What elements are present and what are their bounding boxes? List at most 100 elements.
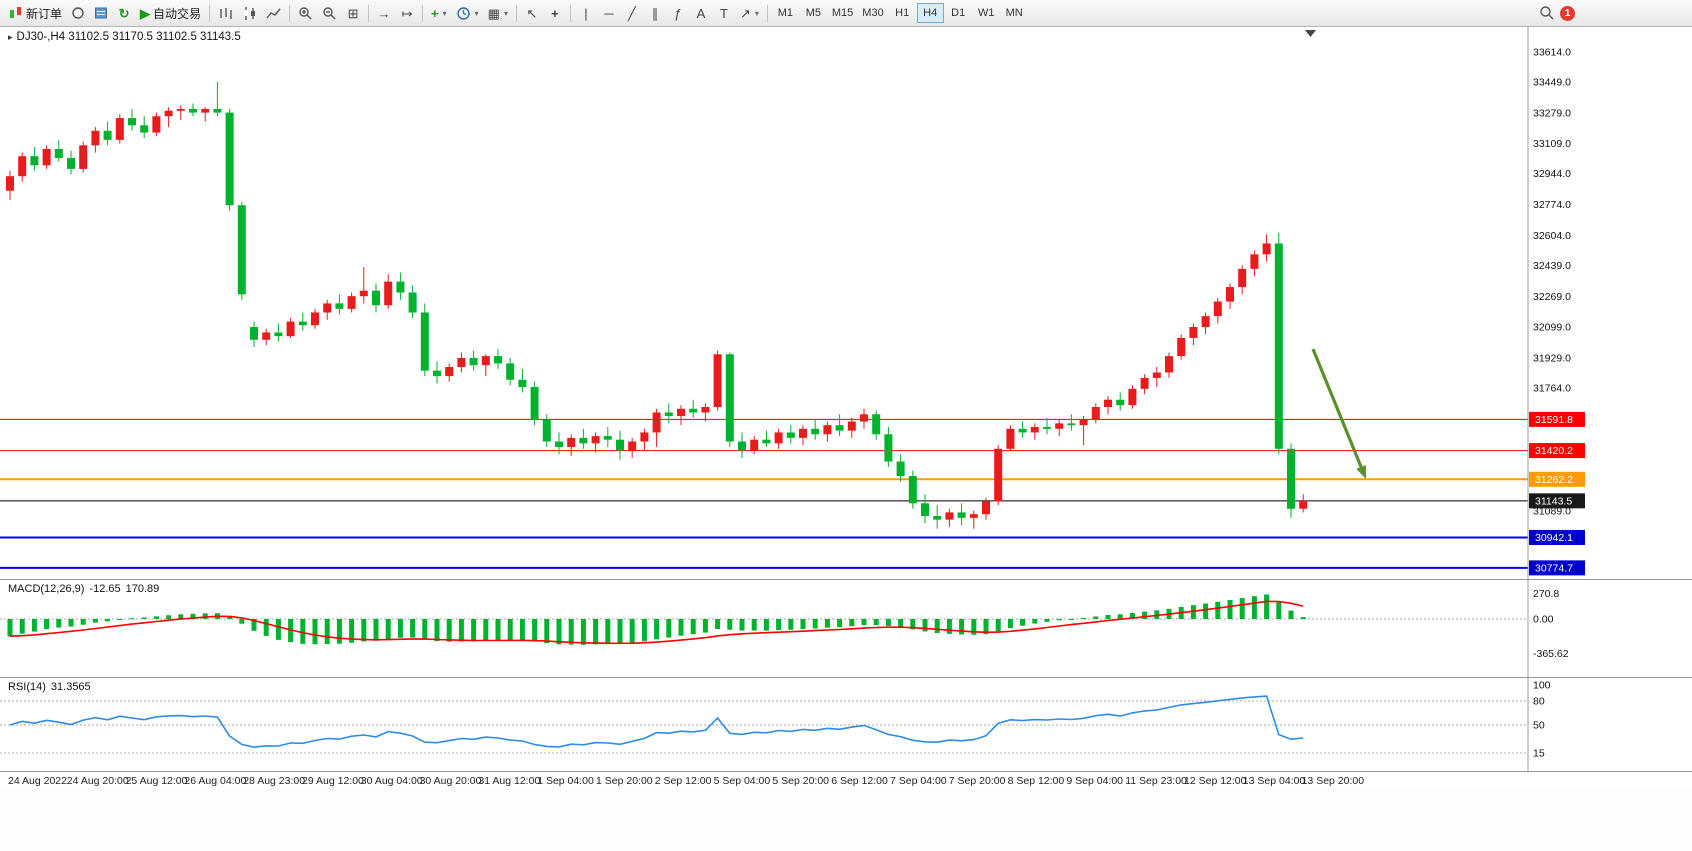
svg-text:33279.0: 33279.0 <box>1533 107 1571 119</box>
time-axis-label: 7 Sep 04:00 <box>890 775 947 787</box>
line-chart-button[interactable] <box>262 2 285 24</box>
cursor-icon: ↖ <box>526 5 538 21</box>
one-click-trading-toggle[interactable]: ▸ <box>8 32 13 42</box>
macd-histogram <box>7 594 1306 645</box>
auto-scroll-icon: → <box>377 5 391 21</box>
periods-button[interactable]: ▾ <box>452 2 483 24</box>
crosshair-tool-button[interactable]: + <box>544 2 566 24</box>
notification-badge[interactable]: 1 <box>1560 5 1575 21</box>
auto-scroll-button[interactable]: → <box>373 2 395 24</box>
market-watch-button[interactable] <box>90 2 112 24</box>
timeframe-m15-button[interactable]: M15 <box>828 3 857 23</box>
bar-chart-button[interactable] <box>214 2 237 24</box>
trendline-tool-button[interactable]: ╱ <box>621 2 643 24</box>
zoom-in-icon <box>299 6 312 19</box>
rsi-value: 31.3565 <box>50 681 91 693</box>
vertical-line-tool-button[interactable]: | <box>575 2 597 24</box>
svg-text:100: 100 <box>1533 680 1551 692</box>
timeframe-d1-button[interactable]: D1 <box>945 3 972 23</box>
refresh-button[interactable]: ↻ <box>113 2 135 24</box>
indicators-icon: + <box>431 5 439 21</box>
timeframe-m1-button[interactable]: M1 <box>772 3 799 23</box>
dropdown-caret-icon: ▾ <box>754 8 759 18</box>
time-axis-label: 2 Sep 12:00 <box>654 775 712 787</box>
metaeditor-icon <box>72 7 84 19</box>
price-badge <box>1529 411 1585 427</box>
cursor-tool-button[interactable]: ↖ <box>521 2 543 24</box>
rsi-indicator-canvas[interactable]: 100 80 50 15 <box>0 677 1692 771</box>
label-tool-button[interactable]: T <box>713 2 735 24</box>
timeframe-m30-button[interactable]: M30 <box>858 3 887 23</box>
time-axis-label: 30 Aug 04:00 <box>360 775 423 787</box>
timeframe-w1-button[interactable]: W1 <box>973 3 1000 23</box>
timeframe-group: M1 M5 M15 M30 H1 H4 D1 W1 MN <box>772 3 1028 23</box>
candlesticks[interactable] <box>6 81 1308 529</box>
timeframe-m5-button[interactable]: M5 <box>800 3 827 23</box>
macd-signal-line <box>9 600 1304 645</box>
fibonacci-tool-button[interactable]: ƒ <box>667 2 689 24</box>
macd-label: MACD(12,26,9) -12.65 170.89 <box>8 583 164 595</box>
rsi-line <box>9 695 1304 749</box>
svg-text:50: 50 <box>1533 720 1545 732</box>
symbol-quote-label: ▸ DJ30-,H4 31102.5 31170.5 31102.5 31143.… <box>8 31 246 43</box>
new-order-button[interactable]: 新订单 <box>4 2 66 24</box>
refresh-icon: ↻ <box>118 5 130 21</box>
horizontal-line-tool-button[interactable]: ─ <box>598 2 620 24</box>
chart-shift-icon: ↦ <box>401 5 413 21</box>
text-tool-icon: A <box>696 5 706 21</box>
svg-text:30774.7: 30774.7 <box>1535 562 1573 574</box>
dropdown-caret-icon: ▾ <box>442 8 447 18</box>
trend-arrow-annotation[interactable] <box>1311 348 1366 479</box>
time-axis: 24 Aug 2022 24 Aug 20:00 25 Aug 12:00 26 Au… <box>0 771 1692 789</box>
bar-chart-icon <box>220 7 232 19</box>
bottom-strip <box>0 789 1692 851</box>
price-badge <box>1529 529 1585 545</box>
time-axis-label: 6 Sep 12:00 <box>831 775 888 787</box>
dropdown-caret-icon: ▾ <box>503 8 508 18</box>
price-badge <box>1529 471 1585 487</box>
timeframe-h4-button[interactable]: H4 <box>916 3 944 23</box>
dropdown-caret-icon: ▾ <box>474 8 479 18</box>
timeframe-mn-button[interactable]: MN <box>1001 3 1028 23</box>
time-axis-label: 1 Sep 20:00 <box>596 775 653 787</box>
candlestick-chart-button[interactable] <box>238 2 261 24</box>
channel-tool-button[interactable]: ∥ <box>644 2 666 24</box>
price-chart-canvas[interactable]: 33614.0 33449.0 33279.0 33109.0 32944.0 32774… <box>0 27 1692 579</box>
svg-text:32604.0: 32604.0 <box>1533 230 1571 242</box>
price-badge <box>1529 560 1585 576</box>
metaeditor-button[interactable] <box>67 2 89 24</box>
hlines-layer[interactable] <box>0 418 1528 569</box>
svg-text:33614.0: 33614.0 <box>1533 46 1571 58</box>
price-badge <box>1529 493 1585 509</box>
chart-shift-button[interactable]: ↦ <box>396 2 418 24</box>
svg-text:15: 15 <box>1533 748 1545 760</box>
toolbar-separator <box>368 4 370 22</box>
templates-button[interactable]: ▦ ▾ <box>484 2 512 24</box>
svg-text:0.00: 0.00 <box>1533 614 1554 626</box>
channel-icon: ∥ <box>651 5 659 21</box>
svg-text:-365.62: -365.62 <box>1533 648 1569 660</box>
rsi-name: RSI(14) <box>8 681 46 693</box>
time-axis-label: 7 Sep 20:00 <box>948 775 1006 787</box>
svg-text:32774.0: 32774.0 <box>1533 199 1571 211</box>
timeframe-h1-button[interactable]: H1 <box>889 3 916 23</box>
autotrading-button[interactable]: ▶ 自动交易 <box>136 2 205 24</box>
indicators-button[interactable]: + ▾ <box>427 2 451 24</box>
text-tool-button[interactable]: A <box>690 2 712 24</box>
svg-text:31420.2: 31420.2 <box>1535 445 1573 457</box>
zoom-in-button[interactable] <box>294 2 317 24</box>
time-axis-label: 13 Sep 20:00 <box>1301 775 1365 787</box>
toolbar-separator <box>289 4 291 22</box>
tile-windows-button[interactable]: ⊞ <box>342 2 364 24</box>
trendline-icon: ╱ <box>628 5 636 21</box>
svg-text:33449.0: 33449.0 <box>1533 76 1571 88</box>
macd-indicator-canvas[interactable]: 270.8 0.00 -365.62 <box>0 579 1692 677</box>
arrows-tool-button[interactable]: ↗ ▾ <box>736 2 763 24</box>
templates-icon: ▦ <box>487 5 500 21</box>
line-chart-icon <box>266 8 281 18</box>
svg-text:30942.1: 30942.1 <box>1535 532 1573 544</box>
chart-shift-marker[interactable] <box>1305 30 1316 37</box>
zoom-out-button[interactable] <box>318 2 341 24</box>
search-button[interactable] <box>1535 2 1559 24</box>
candlestick-chart-icon <box>244 6 256 20</box>
